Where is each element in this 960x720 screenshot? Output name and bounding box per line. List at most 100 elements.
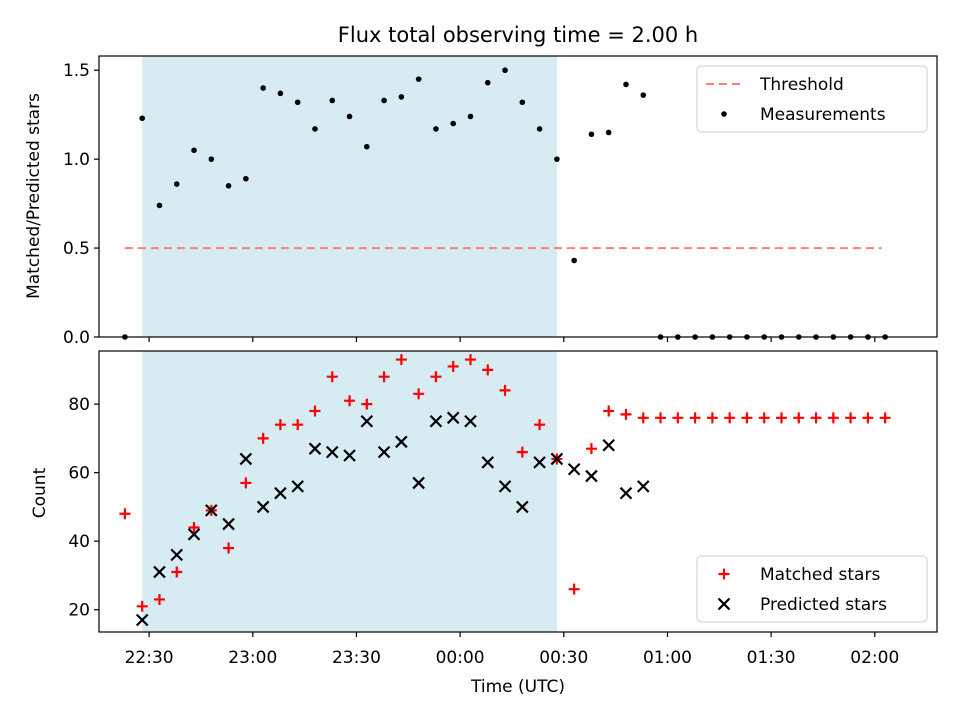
measurement-point (484, 79, 491, 86)
measurement-point (536, 126, 543, 132)
measurement-point (588, 131, 595, 138)
measurement-point (225, 183, 232, 189)
predicted-star-point (308, 442, 322, 455)
predicted-star-point (377, 445, 391, 459)
x-axis-label: Time (UTC) (470, 677, 565, 697)
predicted-star-point (585, 469, 598, 483)
top-legend-label: Threshold (759, 75, 844, 95)
matched-star-point (153, 593, 165, 605)
series-predicted-stars (135, 411, 650, 627)
measurement-point (381, 97, 387, 104)
matched-star-point (136, 600, 148, 612)
top-legend-box (696, 65, 928, 133)
predicted-star-point (602, 438, 615, 452)
matched-star-point (171, 566, 183, 578)
matched-star-point (845, 412, 857, 424)
measurement-point (571, 257, 577, 264)
measurement-point (173, 181, 180, 187)
matched-star-point (395, 354, 407, 366)
predicted-star-point (481, 456, 495, 469)
matched-star-point (568, 583, 580, 595)
measurement-point (260, 85, 266, 91)
matched-star-point (119, 508, 131, 520)
matched-star-point (879, 412, 891, 424)
predicted-star-point (498, 480, 512, 493)
matched-star-point (706, 412, 718, 424)
x-tick-label: 23:30 (332, 648, 381, 668)
x-tick-label: 02:00 (850, 648, 899, 668)
top-panel: 0.0 0.5 1.0 1.5 Threshold Measurements (63, 55, 938, 348)
matched-star-point (655, 412, 667, 424)
matched-star-point (689, 412, 701, 424)
matched-star-point (620, 408, 632, 420)
matched-star-point (223, 542, 235, 554)
measurement-point (450, 120, 457, 127)
measurement-point (191, 147, 197, 154)
bottom-shaded-region (142, 351, 557, 632)
predicted-star-point (187, 528, 201, 541)
top-y-tick-label: 1.0 (63, 150, 90, 170)
predicted-star-point (205, 504, 218, 517)
measurement-point (433, 126, 439, 132)
bottom-legend-handle (717, 597, 731, 611)
top-y-axis-label: Matched/Predicted stars (24, 93, 44, 299)
x-tick-label: 22:30 (125, 648, 174, 668)
bottom-legend: Matched stars Predicted stars (696, 555, 928, 623)
matched-star-point (741, 412, 753, 424)
measurement-point (415, 76, 422, 82)
matched-star-point (672, 412, 684, 424)
predicted-star-point (464, 414, 477, 428)
x-tick-label: 01:30 (747, 648, 796, 668)
top-y-tick-label: 1.5 (63, 61, 90, 81)
matched-star-point (378, 371, 390, 383)
top-axes-frame (98, 55, 938, 338)
measurement-point (502, 67, 508, 74)
top-legend: Threshold Measurements (696, 65, 928, 133)
predicted-star-point (446, 411, 460, 425)
matched-star-point (326, 371, 338, 383)
measurement-point (346, 113, 353, 120)
matched-star-point (724, 412, 736, 424)
predicted-star-point (567, 462, 581, 476)
predicted-star-point (325, 445, 339, 459)
x-tick-label: 00:30 (539, 648, 588, 668)
measurement-point (467, 113, 474, 120)
bottom-legend-label: Predicted stars (760, 595, 887, 615)
matched-star-point (862, 412, 874, 424)
matched-star-point (361, 398, 373, 410)
matched-star-point (309, 405, 321, 417)
measurement-point (554, 156, 560, 162)
series-matched-stars (119, 354, 891, 612)
predicted-star-point (429, 414, 443, 428)
predicted-star-point (360, 414, 374, 428)
predicted-star-point (550, 452, 564, 466)
matched-star-point (274, 419, 286, 431)
top-shaded-region (142, 56, 557, 337)
predicted-star-point (516, 500, 529, 514)
predicted-star-point (222, 517, 235, 531)
matched-star-point (188, 521, 200, 533)
matched-star-point (827, 412, 839, 424)
bottom-y-axis-label: Count (30, 467, 50, 518)
matched-star-point (534, 419, 546, 431)
matched-star-point (603, 405, 615, 417)
predicted-star-point (395, 435, 408, 449)
measurement-point (623, 81, 629, 88)
measurement-point (208, 156, 215, 162)
matched-star-point (464, 354, 476, 366)
measurement-point (519, 99, 526, 106)
measurement-point (398, 94, 405, 100)
x-tick-label: 01:00 (643, 648, 692, 668)
measurement-point (277, 90, 284, 97)
measurement-point (364, 143, 370, 150)
matched-star-point (257, 432, 269, 444)
matched-star-point (775, 412, 787, 424)
top-legend-handle (721, 111, 727, 117)
top-y-tick-label: 0.0 (63, 328, 90, 348)
series-measurements (122, 67, 888, 340)
bottom-y-tick-label: 60 (68, 464, 90, 484)
bottom-legend-box (696, 555, 928, 623)
bottom-y-tick-label: 80 (68, 395, 90, 415)
matched-star-point (430, 371, 442, 383)
